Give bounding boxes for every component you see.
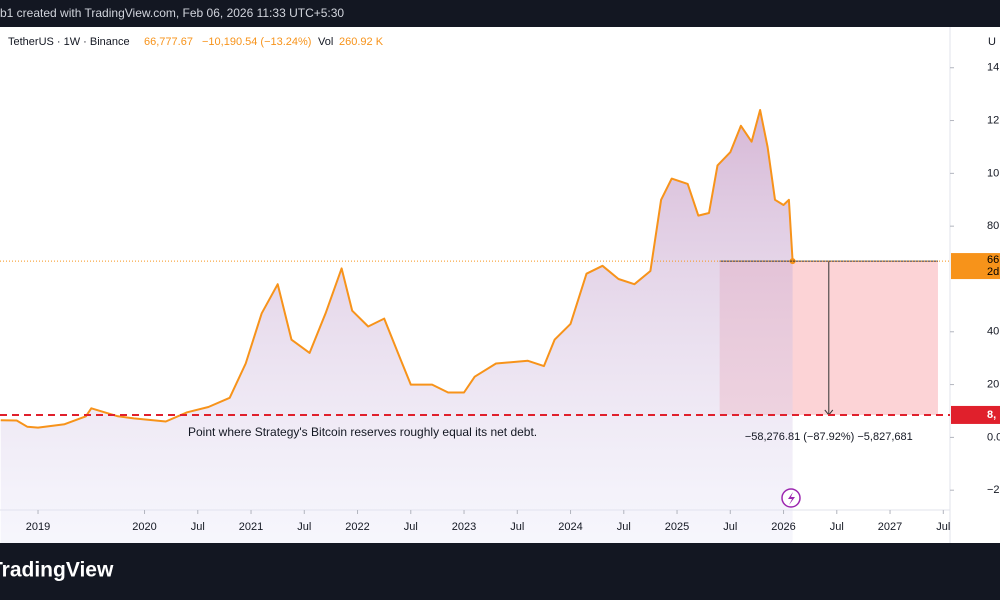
price-line [0,109,794,429]
y-tick-label: 14 [987,62,999,74]
reference-tag-label: 8, [987,409,996,421]
annotation: Point where Strategy's Bitcoin reserves … [188,425,537,439]
x-tick-label: Jul [191,521,205,533]
change: −10,190.54 (−13.24%) [202,36,311,48]
reference-tag [951,405,1000,424]
logo: TradingView [0,559,114,582]
y-tick-label: 0.0 [987,431,1000,443]
x-tick-label: Jul [510,521,524,533]
y-tick-label: 10 [987,167,999,179]
y-tick-label: 80 [987,220,999,232]
x-tick-label: Jul [617,521,631,533]
x-tick-label: 2021 [239,521,263,533]
symbol: TetherUS · 1W · Binance [8,36,130,48]
x-tick-label: Jul [404,521,418,533]
x-tick-label: 2025 [665,521,689,533]
y-tick-label: 40 [987,326,999,338]
price-tag [951,253,1000,280]
x-tick-label: 2022 [345,521,369,533]
y-tick-label: −2 [987,484,1000,496]
price-tag-sublabel: 2d [987,266,999,278]
volume-label: Vol [318,36,333,48]
x-tick-label: 2023 [452,521,476,533]
x-tick-label: Jul [936,521,950,533]
measure-label: −58,276.81 (−87.92%) −5,827,681 [745,431,913,443]
currency-label: U [988,36,996,48]
x-tick-label: Jul [830,521,844,533]
price-tag-label: 66 [987,254,999,266]
x-tick-label: 2019 [26,521,50,533]
volume: 260.92 K [339,36,384,48]
x-tick-label: Jul [297,521,311,533]
y-tick-label: 12 [987,114,999,126]
x-tick-label: 2027 [878,521,902,533]
y-tick-label: 20 [987,378,999,390]
x-tick-label: 2020 [132,521,156,533]
x-tick-label: Jul [723,521,737,533]
footer-bar [0,543,1000,600]
x-tick-label: 2024 [558,521,582,533]
header-text: b1 created with TradingView.com, Feb 06,… [0,6,344,20]
event-icon-bolt [788,492,795,505]
header-bar [0,0,1000,27]
x-tick-label: 2026 [771,521,795,533]
last-price: 66,777.67 [144,36,193,48]
area [0,110,793,543]
